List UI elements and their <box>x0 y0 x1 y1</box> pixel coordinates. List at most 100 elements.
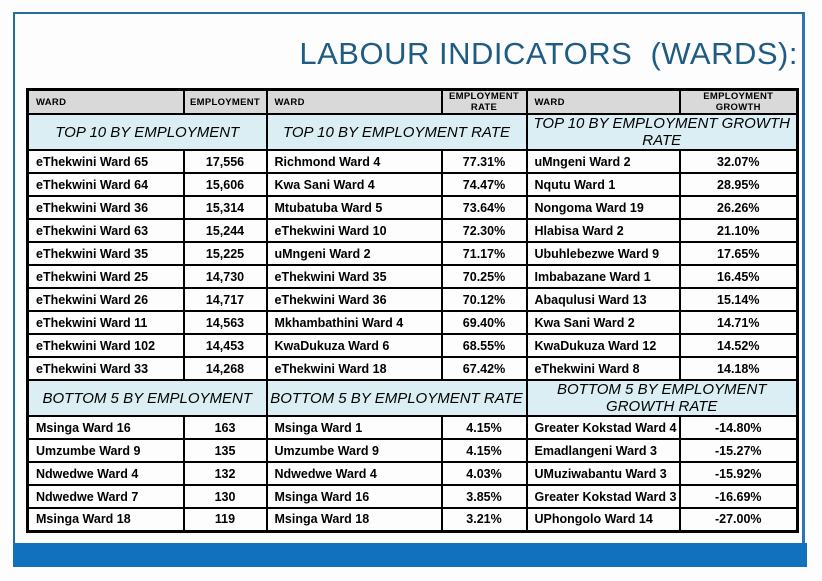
ward-cell: Umzumbe Ward 9 <box>26 438 185 463</box>
value-cell: 68.55% <box>440 333 528 358</box>
value-cell: 26.26% <box>678 195 799 220</box>
ward-cell: Ubuhlebezwe Ward 9 <box>525 241 681 266</box>
table-row: Ndwedwe Ward 4 132 Ndwedwe Ward 4 4.03% UMuz… <box>26 461 799 486</box>
ward-cell: eThekwini Ward 36 <box>265 287 443 312</box>
ward-cell: Greater Kokstad Ward 3 <box>525 484 681 509</box>
table-row: Msinga Ward 18 119 Msinga Ward 18 3.21% UPho… <box>26 507 799 532</box>
ward-cell: eThekwini Ward 33 <box>26 356 185 381</box>
ward-cell: Nqutu Ward 1 <box>525 172 681 197</box>
ward-cell: UMuziwabantu Ward 3 <box>525 461 681 486</box>
value-cell: 15,244 <box>182 218 268 243</box>
table-row: eThekwini Ward 102 14,453 KwaDukuza Ward 6… <box>26 333 799 358</box>
column-header-metric: EMPLOYMENT GROWTH <box>678 88 799 115</box>
ward-cell: UPhongolo Ward 14 <box>525 507 681 532</box>
value-cell: 135 <box>182 438 268 463</box>
value-cell: -16.69% <box>678 484 799 509</box>
bottom-accent-bar <box>13 543 807 567</box>
section-header: BOTTOM 5 BY EMPLOYMENT <box>26 379 268 417</box>
ward-cell: Msinga Ward 18 <box>265 507 443 532</box>
labour-indicators-table: WARD EMPLOYMENT WARD EMPLOYMENT RATE WARD EMP… <box>26 88 799 533</box>
value-cell: 15,225 <box>182 241 268 266</box>
ward-cell: Mtubatuba Ward 5 <box>265 195 443 220</box>
table-row: eThekwini Ward 65 17,556 Richmond Ward 4 77… <box>26 149 799 174</box>
ward-cell: eThekwini Ward 25 <box>26 264 185 289</box>
value-cell: 28.95% <box>678 172 799 197</box>
ward-cell: Imbabazane Ward 1 <box>525 264 681 289</box>
ward-cell: eThekwini Ward 65 <box>26 149 185 174</box>
ward-cell: eThekwini Ward 10 <box>265 218 443 243</box>
table-row: eThekwini Ward 33 14,268 eThekwini Ward 18… <box>26 356 799 381</box>
section-header: TOP 10 BY EMPLOYMENT <box>26 113 268 151</box>
value-cell: 74.47% <box>440 172 528 197</box>
value-cell: 73.64% <box>440 195 528 220</box>
ward-cell: KwaDukuza Ward 12 <box>525 333 681 358</box>
value-cell: 14,563 <box>182 310 268 335</box>
ward-cell: Kwa Sani Ward 2 <box>525 310 681 335</box>
table-row: eThekwini Ward 64 15,606 Kwa Sani Ward 4 74… <box>26 172 799 197</box>
ward-cell: Ndwedwe Ward 4 <box>26 461 185 486</box>
value-cell: 21.10% <box>678 218 799 243</box>
value-cell: 130 <box>182 484 268 509</box>
ward-cell: Abaqulusi Ward 13 <box>525 287 681 312</box>
ward-cell: Ndwedwe Ward 7 <box>26 484 185 509</box>
ward-cell: eThekwini Ward 64 <box>26 172 185 197</box>
value-cell: -15.92% <box>678 461 799 486</box>
section-header: TOP 10 BY EMPLOYMENT RATE <box>265 113 528 151</box>
column-header-ward: WARD <box>26 88 185 115</box>
column-header-ward: WARD <box>525 88 681 115</box>
ward-cell: Greater Kokstad Ward 4 <box>525 415 681 440</box>
col-head-row: WARD EMPLOYMENT WARD EMPLOYMENT RATE WARD EMP… <box>26 88 799 115</box>
table-body: WARD EMPLOYMENT WARD EMPLOYMENT RATE WARD EMP… <box>26 88 799 532</box>
ward-cell: Msinga Ward 16 <box>265 484 443 509</box>
ward-cell: eThekwini Ward 36 <box>26 195 185 220</box>
ward-cell: eThekwini Ward 8 <box>525 356 681 381</box>
table-row: eThekwini Ward 11 14,563 Mkhambathini Ward… <box>26 310 799 335</box>
value-cell: 163 <box>182 415 268 440</box>
section-header: TOP 10 BY EMPLOYMENT GROWTH RATE <box>525 113 799 151</box>
value-cell: 14,268 <box>182 356 268 381</box>
value-cell: 15,314 <box>182 195 268 220</box>
value-cell: 67.42% <box>440 356 528 381</box>
ward-cell: uMngeni Ward 2 <box>265 241 443 266</box>
ward-cell: eThekwini Ward 35 <box>26 241 185 266</box>
value-cell: -14.80% <box>678 415 799 440</box>
ward-cell: eThekwini Ward 18 <box>265 356 443 381</box>
ward-cell: Ndwedwe Ward 4 <box>265 461 443 486</box>
table-row: eThekwini Ward 25 14,730 eThekwini Ward 35… <box>26 264 799 289</box>
value-cell: 14,453 <box>182 333 268 358</box>
section-head-row: TOP 10 BY EMPLOYMENT TOP 10 BY EMPLOYMENT… <box>26 113 799 151</box>
ward-cell: Msinga Ward 1 <box>265 415 443 440</box>
value-cell: 70.25% <box>440 264 528 289</box>
value-cell: -27.00% <box>678 507 799 532</box>
section-head-row: BOTTOM 5 BY EMPLOYMENT BOTTOM 5 BY EMPLOY… <box>26 379 799 417</box>
value-cell: 15.14% <box>678 287 799 312</box>
value-cell: 4.15% <box>440 438 528 463</box>
value-cell: 15,606 <box>182 172 268 197</box>
ward-cell: Nongoma Ward 19 <box>525 195 681 220</box>
page-title: LABOUR INDICATORS (WARDS): <box>299 36 798 71</box>
section-header: BOTTOM 5 BY EMPLOYMENT RATE <box>265 379 528 417</box>
column-header-metric: EMPLOYMENT RATE <box>440 88 528 115</box>
value-cell: 14,730 <box>182 264 268 289</box>
value-cell: -15.27% <box>678 438 799 463</box>
column-header-ward: WARD <box>265 88 443 115</box>
ward-cell: Mkhambathini Ward 4 <box>265 310 443 335</box>
ward-cell: Kwa Sani Ward 4 <box>265 172 443 197</box>
table-row: Ndwedwe Ward 7 130 Msinga Ward 16 3.85% Grea… <box>26 484 799 509</box>
ward-cell: uMngeni Ward 2 <box>525 149 681 174</box>
ward-cell: Richmond Ward 4 <box>265 149 443 174</box>
table-row: Msinga Ward 16 163 Msinga Ward 1 4.15% Great… <box>26 415 799 440</box>
value-cell: 4.03% <box>440 461 528 486</box>
ward-cell: Msinga Ward 18 <box>26 507 185 532</box>
value-cell: 70.12% <box>440 287 528 312</box>
value-cell: 77.31% <box>440 149 528 174</box>
ward-cell: eThekwini Ward 26 <box>26 287 185 312</box>
ward-cell: eThekwini Ward 63 <box>26 218 185 243</box>
table-row: Umzumbe Ward 9 135 Umzumbe Ward 9 4.15% Emad… <box>26 438 799 463</box>
value-cell: 17.65% <box>678 241 799 266</box>
ward-cell: eThekwini Ward 102 <box>26 333 185 358</box>
value-cell: 72.30% <box>440 218 528 243</box>
value-cell: 3.21% <box>440 507 528 532</box>
